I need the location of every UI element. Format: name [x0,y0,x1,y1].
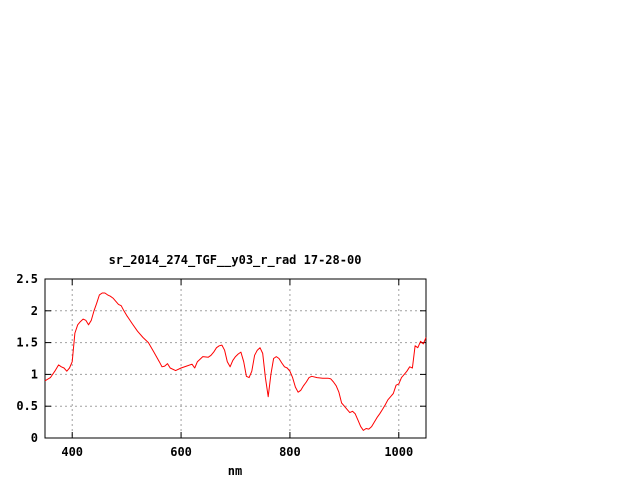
x-axis-tick-labels: 400 600 800 1000 [61,445,413,459]
axis-ticks [45,278,426,439]
plot-frame [44,278,427,439]
y-tick-label: 0.5 [16,399,38,413]
y-tick-label: 2.5 [16,272,38,286]
y-tick-label: 2 [31,304,38,318]
x-tick-label: 600 [170,445,192,459]
y-axis-tick-labels: 0 0.5 1 1.5 2 2.5 [16,272,38,445]
x-tick-label: 800 [279,445,301,459]
x-tick-label: 1000 [384,445,413,459]
x-tick-label: 400 [61,445,83,459]
y-tick-label: 1 [31,367,38,381]
x-axis-label: nm [228,464,242,478]
series-line [44,292,427,431]
y-tick-label: 1.5 [16,336,38,350]
chart-title: sr_2014_274_TGF__y03_r_rad 17-28-00 [109,253,362,268]
y-tick-label: 0 [31,431,38,445]
series-layer [44,292,427,431]
grid-lines [45,279,426,438]
